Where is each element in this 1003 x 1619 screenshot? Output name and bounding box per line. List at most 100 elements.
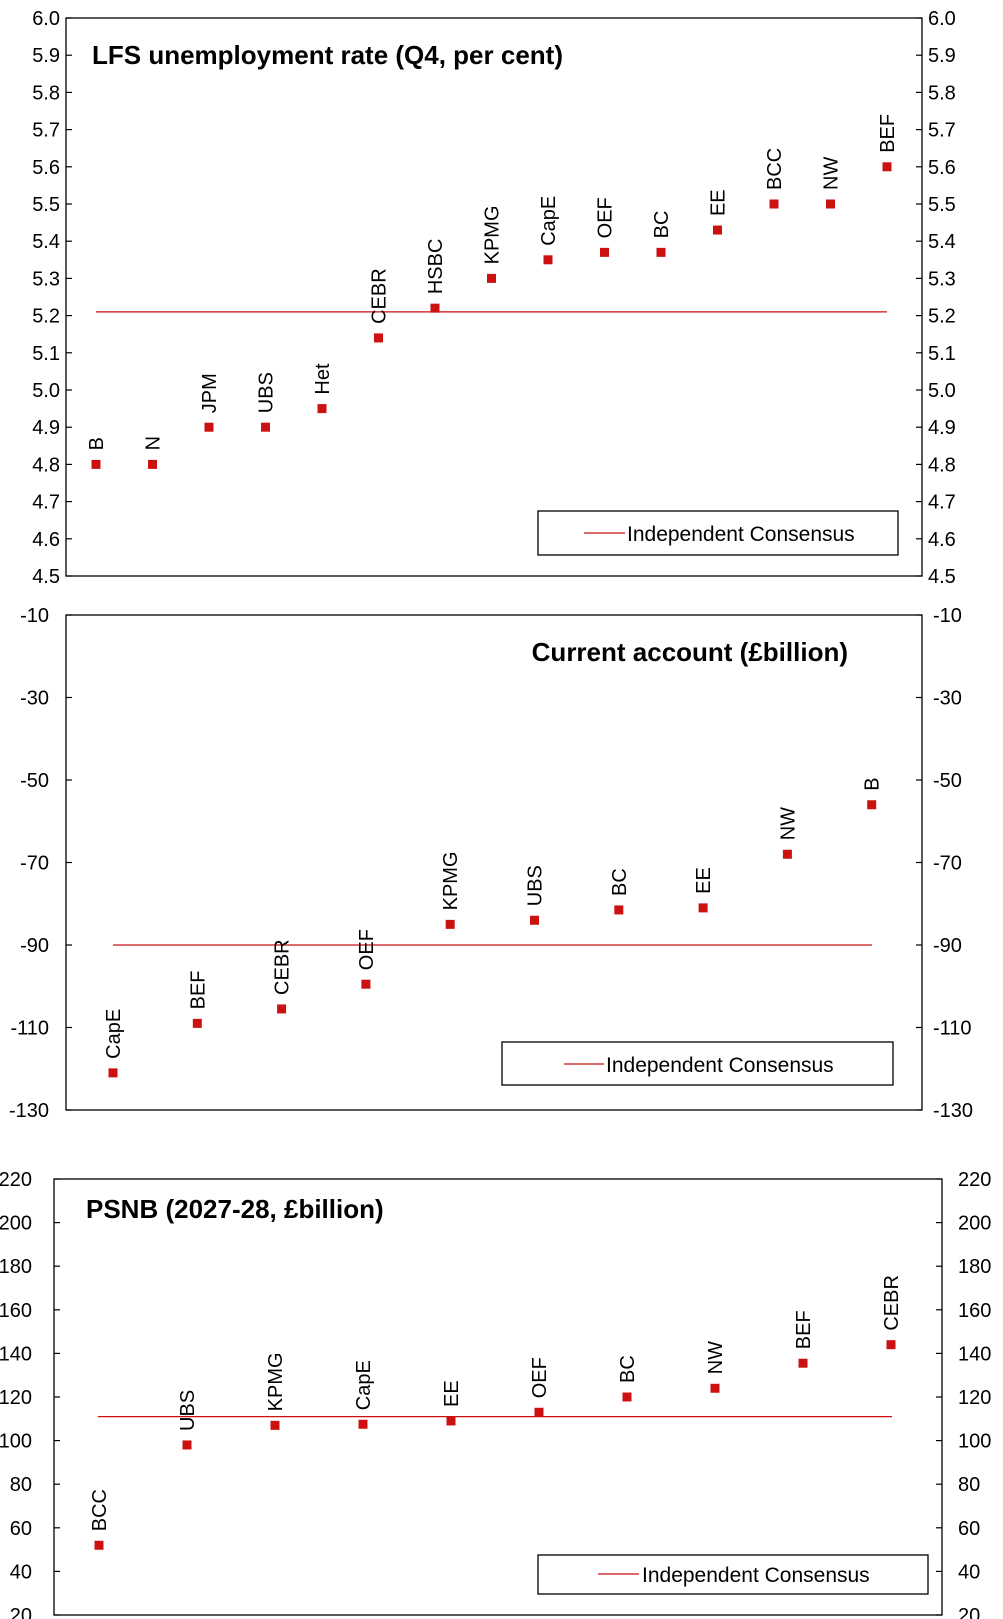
data-point-nw <box>782 849 792 859</box>
panel-psnb: PSNB (2027-28, £billion) 220 200 180 160 140… <box>0 1169 991 1619</box>
point-label: OEF <box>356 929 378 970</box>
data-point-kpmg <box>270 1420 280 1430</box>
legend-label: Independent Consensus <box>627 523 855 546</box>
y-axis-right: 220 200 180 160 140 120 100 80 60 40 20 <box>936 1169 991 1619</box>
legend-box <box>537 510 899 556</box>
y-axis-left: 220 200 180 160 140 120 100 80 60 40 20 <box>0 1169 60 1619</box>
point-label: NW <box>705 1341 727 1374</box>
panel-current-account: Current account (£billion) -10-30-50-70-… <box>9 605 973 1122</box>
y-tick-label-left: -90 <box>20 935 49 957</box>
y-tick-label-left: 20 <box>10 1605 32 1619</box>
data-point-ee <box>446 1416 456 1426</box>
y-tick-label-left: -70 <box>20 853 49 875</box>
data-point-oef <box>534 1407 544 1417</box>
y-tick-label-right: -50 <box>933 770 962 792</box>
y-tick-label-left: 100 <box>0 1431 32 1453</box>
y-tick-label-right: 80 <box>958 1474 980 1496</box>
y-tick-label-right: -30 <box>933 688 962 710</box>
y-tick-label-left: 40 <box>10 1561 32 1583</box>
point-label: BC <box>651 211 673 239</box>
y-tick-label-left: -110 <box>10 1018 49 1040</box>
legend: Independent Consensus <box>537 1554 929 1595</box>
y-tick-label-left: 220 <box>0 1169 32 1191</box>
legend-box <box>501 1041 894 1086</box>
y-tick-label-left: 140 <box>0 1343 32 1365</box>
y-tick-label-left: 160 <box>0 1300 32 1322</box>
point-label: CEBR <box>881 1275 903 1331</box>
y-tick-label-left: -50 <box>20 770 49 792</box>
y-tick-label-left: 5.8 <box>32 82 60 104</box>
y-tick-label-right: 5.6 <box>928 157 956 179</box>
data-point-ubs <box>182 1440 192 1450</box>
chart-title: PSNB (2027-28, £billion) <box>86 1194 384 1224</box>
y-tick-label-right: 160 <box>958 1300 991 1322</box>
data-point-oef <box>600 247 609 257</box>
y-tick-label-right: 4.6 <box>928 529 956 551</box>
data-point-cebr <box>277 1004 287 1014</box>
y-tick-label-right: 140 <box>958 1343 991 1365</box>
point-label: OEF <box>529 1357 551 1398</box>
y-tick-label-right: 5.1 <box>928 343 956 365</box>
point-label: BCC <box>89 1489 111 1531</box>
y-tick-label-left: 5.9 <box>32 45 60 67</box>
y-tick-label-left: 4.9 <box>32 417 60 439</box>
point-label: BCC <box>764 148 786 190</box>
y-tick-label-right: -90 <box>933 935 962 957</box>
series-points: CapE BEF CEBR OEF KPMG UBS BC EE NW B <box>103 777 884 1078</box>
legend: Independent Consensus <box>537 510 899 556</box>
data-point-n <box>148 459 157 469</box>
data-point-bef <box>798 1358 808 1368</box>
point-label: OEF <box>595 197 617 238</box>
data-point-cape <box>543 255 553 265</box>
y-tick-label-right: -110 <box>933 1018 972 1040</box>
y-tick-label-left: 4.8 <box>32 454 60 476</box>
y-tick-label-left: 5.5 <box>32 194 60 216</box>
point-label: NW <box>821 157 843 190</box>
y-tick-label-left: -30 <box>20 688 49 710</box>
y-tick-label-right: 5.0 <box>928 380 956 402</box>
y-tick-label-left: 80 <box>10 1474 32 1496</box>
data-point-nw <box>710 1383 720 1393</box>
y-tick-label-right: 5.7 <box>928 120 956 142</box>
data-point-jpm <box>204 422 214 432</box>
y-tick-label-right: -70 <box>933 853 962 875</box>
legend-box <box>537 1554 929 1595</box>
point-label: BC <box>617 1355 639 1383</box>
y-tick-label-right: 5.8 <box>928 82 956 104</box>
data-point-bc <box>614 905 624 915</box>
y-tick-label-right: 220 <box>958 1169 991 1191</box>
chart-title: Current account (£billion) <box>532 637 848 667</box>
point-label: KPMG <box>440 851 462 910</box>
y-tick-label-right: 180 <box>958 1256 991 1278</box>
y-tick-label-left: 4.5 <box>32 566 60 588</box>
y-tick-label-right: 4.7 <box>928 492 956 514</box>
data-point-ubs <box>530 915 539 925</box>
point-label: CapE <box>538 196 560 246</box>
y-tick-label-right: 5.9 <box>928 45 956 67</box>
legend-label: Independent Consensus <box>642 1564 870 1587</box>
y-tick-label-right: -130 <box>933 1100 973 1122</box>
plot-frame <box>65 614 923 1111</box>
point-label: UBS <box>177 1390 199 1431</box>
y-tick-label-left: 6.0 <box>32 8 60 30</box>
data-point-bef <box>192 1018 202 1028</box>
point-label: EE <box>693 867 715 894</box>
point-label: BC <box>609 868 631 896</box>
point-label: EE <box>441 1380 463 1407</box>
point-label: UBS <box>256 372 278 413</box>
data-point-b <box>867 800 877 810</box>
point-label: N <box>143 436 165 450</box>
point-label: BEF <box>877 114 899 153</box>
series-points: BCC UBS KPMG CapE EE OEF BC NW BEF CEBR <box>89 1275 903 1550</box>
plot-frame <box>65 17 923 577</box>
y-axis-left: -10 -30 -50 -70 -90 -110 -130 <box>9 605 72 1122</box>
y-tick-label-left: 5.6 <box>32 157 60 179</box>
data-point-bc <box>622 1392 632 1402</box>
point-label: CEBR <box>369 268 391 324</box>
y-tick-label-left: 5.3 <box>32 268 60 290</box>
y-tick-label-left: 5.2 <box>32 306 60 328</box>
data-point-ee <box>698 903 708 913</box>
point-label: B <box>862 777 884 790</box>
y-tick-label-right: 4.8 <box>928 454 956 476</box>
data-point-bef <box>882 162 892 172</box>
